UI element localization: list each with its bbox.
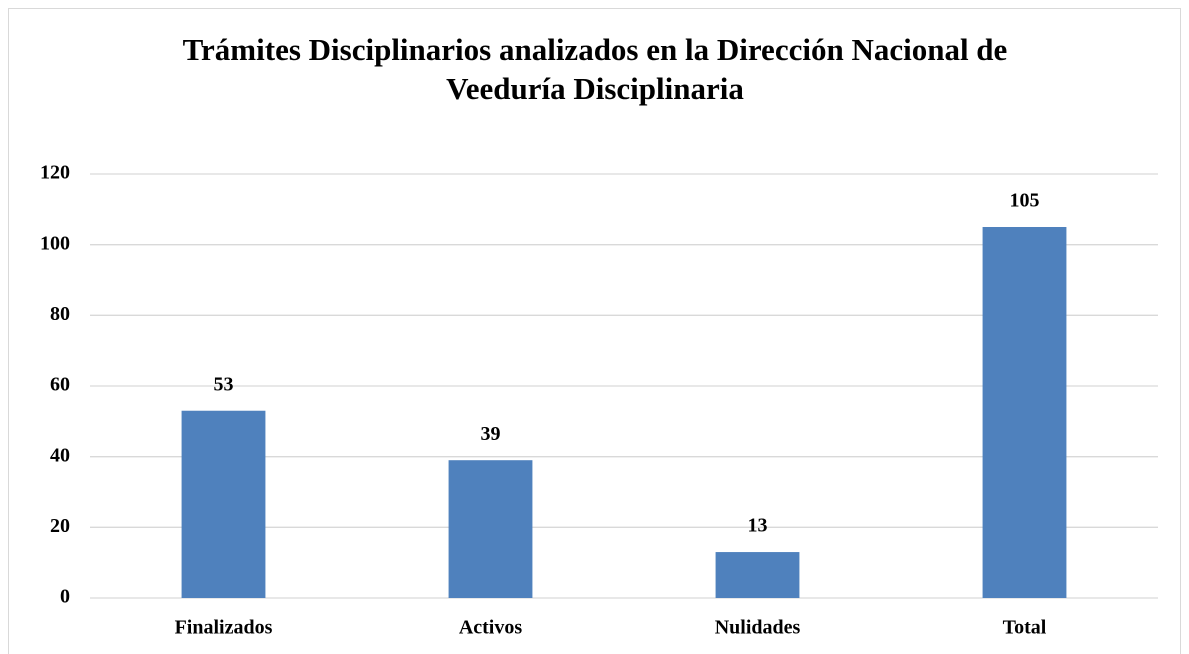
bar (715, 552, 800, 598)
x-tick-label: Activos (459, 617, 523, 639)
data-label: 13 (748, 515, 768, 537)
y-tick-label: 120 (40, 162, 70, 184)
bar (448, 460, 533, 598)
x-tick-label: Total (1003, 617, 1047, 639)
y-tick-label: 40 (50, 444, 70, 466)
data-label: 53 (214, 373, 234, 395)
chart-title: Trámites Disciplinarios analizados en la… (182, 32, 1008, 106)
bar (181, 410, 266, 598)
x-tick-label: Finalizados (175, 617, 273, 639)
y-tick-label: 60 (50, 374, 70, 396)
y-tick-label: 80 (50, 303, 70, 325)
y-tick-label: 20 (50, 515, 70, 537)
chart-border (8, 8, 1181, 654)
data-label: 39 (481, 423, 501, 445)
y-tick-label: 0 (60, 586, 70, 608)
x-tick-label: Nulidades (715, 617, 801, 639)
data-label: 105 (1010, 190, 1040, 212)
bar (982, 227, 1067, 598)
y-tick-label: 100 (40, 232, 70, 254)
